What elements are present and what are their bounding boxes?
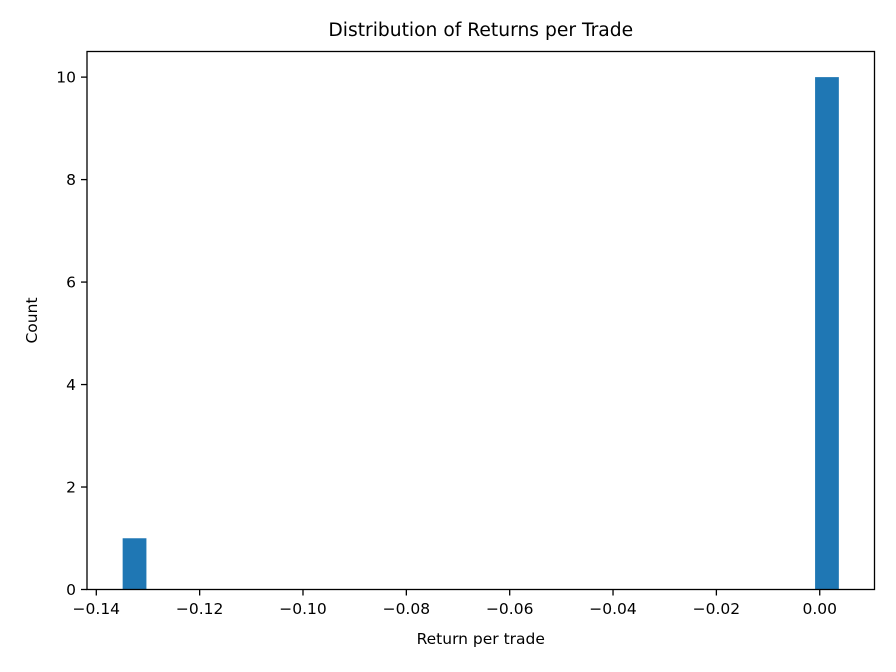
y-axis-ticks: 0 2 4 6 8 10 — [56, 69, 87, 599]
x-tick-label: −0.04 — [589, 600, 637, 618]
chart-title: Distribution of Returns per Trade — [328, 20, 633, 41]
x-tick-label: −0.08 — [383, 600, 431, 618]
y-tick-label: 4 — [66, 376, 76, 394]
x-tick-label: −0.10 — [279, 600, 327, 618]
x-tick-label: −0.06 — [486, 600, 534, 618]
x-axis-label: Return per trade — [417, 630, 545, 648]
x-tick-label: −0.02 — [693, 600, 741, 618]
x-tick-label: 0.00 — [802, 600, 837, 618]
y-tick-label: 6 — [66, 274, 76, 292]
plot-frame — [86, 50, 876, 591]
histogram-bar — [122, 538, 147, 590]
y-tick-label: 10 — [56, 69, 76, 87]
y-tick-label: 8 — [66, 171, 76, 189]
x-tick-label: −0.12 — [176, 600, 224, 618]
bars-layer — [122, 77, 839, 590]
y-axis-label: Count — [23, 297, 41, 343]
y-tick-label: 2 — [66, 479, 76, 497]
x-tick-label: −0.14 — [73, 600, 121, 618]
y-tick-label: 0 — [66, 581, 76, 599]
axes-spines — [86, 50, 876, 591]
x-axis-ticks: −0.14 −0.12 −0.10 −0.08 −0.06 −0.04 −0.02 0.00 — [73, 589, 837, 618]
histogram-bar — [815, 77, 839, 590]
